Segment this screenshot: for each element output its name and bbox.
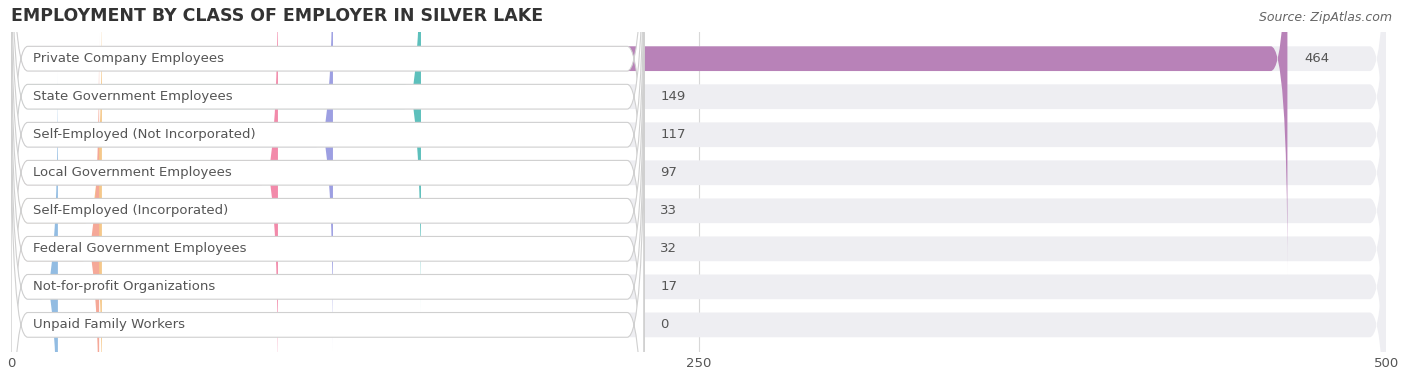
Text: 33: 33 [661,204,678,217]
Text: 464: 464 [1303,52,1329,65]
FancyBboxPatch shape [11,0,101,377]
FancyBboxPatch shape [11,0,1386,274]
FancyBboxPatch shape [11,0,1386,377]
FancyBboxPatch shape [11,33,1386,377]
FancyBboxPatch shape [11,0,644,351]
Text: Not-for-profit Organizations: Not-for-profit Organizations [34,280,215,293]
Text: Self-Employed (Incorporated): Self-Employed (Incorporated) [34,204,228,217]
Text: State Government Employees: State Government Employees [34,90,233,103]
Text: Local Government Employees: Local Government Employees [34,166,232,179]
Text: Federal Government Employees: Federal Government Employees [34,242,246,255]
Text: 17: 17 [661,280,678,293]
Text: Source: ZipAtlas.com: Source: ZipAtlas.com [1258,11,1392,24]
FancyBboxPatch shape [11,0,420,313]
FancyBboxPatch shape [11,33,644,377]
Text: 97: 97 [661,166,678,179]
FancyBboxPatch shape [11,33,100,377]
FancyBboxPatch shape [11,71,1386,377]
FancyBboxPatch shape [11,0,644,313]
Text: 32: 32 [661,242,678,255]
FancyBboxPatch shape [11,0,1386,377]
FancyBboxPatch shape [11,109,644,377]
Text: Self-Employed (Not Incorporated): Self-Employed (Not Incorporated) [34,128,256,141]
Text: Private Company Employees: Private Company Employees [34,52,224,65]
Text: 117: 117 [661,128,686,141]
FancyBboxPatch shape [11,0,644,274]
FancyBboxPatch shape [11,71,644,377]
FancyBboxPatch shape [11,0,1386,351]
FancyBboxPatch shape [11,0,278,377]
FancyBboxPatch shape [11,0,1288,274]
Text: Unpaid Family Workers: Unpaid Family Workers [34,319,186,331]
FancyBboxPatch shape [11,0,644,377]
FancyBboxPatch shape [11,109,1386,377]
FancyBboxPatch shape [11,0,1386,313]
Text: 0: 0 [661,319,669,331]
Text: EMPLOYMENT BY CLASS OF EMPLOYER IN SILVER LAKE: EMPLOYMENT BY CLASS OF EMPLOYER IN SILVE… [11,7,543,25]
FancyBboxPatch shape [11,0,644,377]
FancyBboxPatch shape [11,71,58,377]
FancyBboxPatch shape [11,0,333,351]
Text: 149: 149 [661,90,686,103]
